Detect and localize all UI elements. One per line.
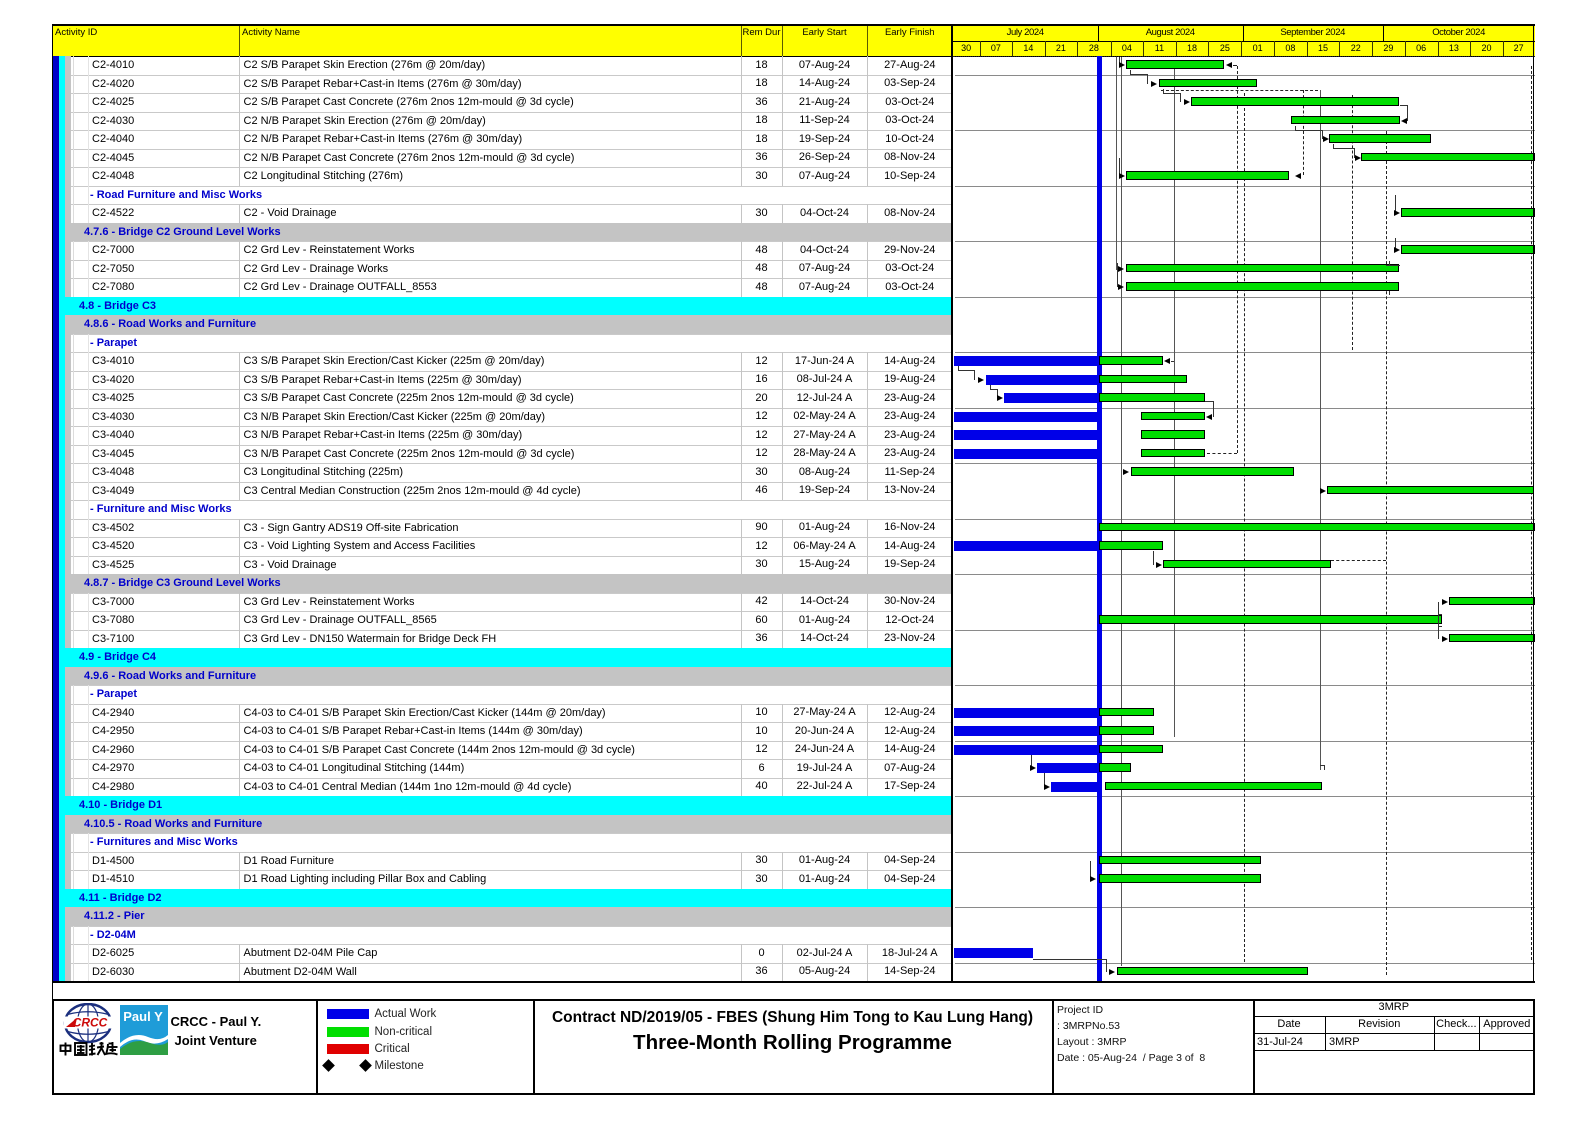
svg-text:CRCC: CRCC bbox=[73, 1016, 108, 1030]
svg-text:Paul Y: Paul Y bbox=[123, 1009, 163, 1024]
